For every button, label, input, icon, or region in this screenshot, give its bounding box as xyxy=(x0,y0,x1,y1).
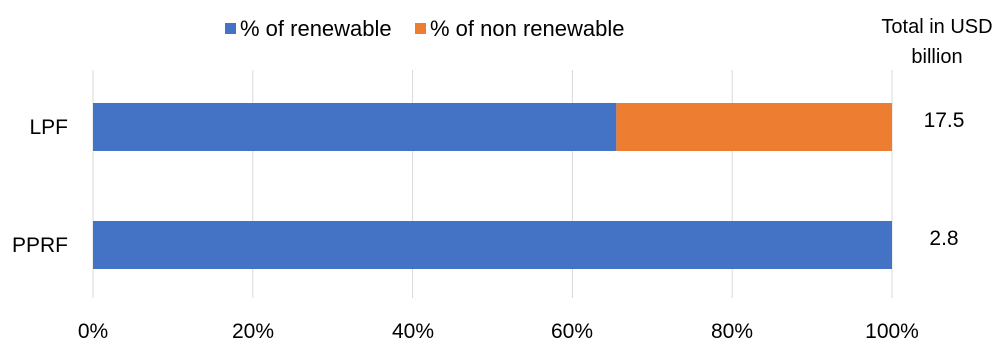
total-value: 17.5 xyxy=(924,109,965,132)
category-label: PPRF xyxy=(12,234,68,257)
x-tick-label: 0% xyxy=(78,320,108,343)
bar-segment-non-renewable xyxy=(616,103,892,151)
x-tick-label: 80% xyxy=(711,320,753,343)
x-tick-label: 20% xyxy=(232,320,274,343)
category-labels: LPF PPRF xyxy=(12,116,68,257)
totals: 17.5 2.8 xyxy=(924,109,965,250)
bars xyxy=(93,103,892,269)
category-label: LPF xyxy=(29,116,68,139)
totals-header-line-2: billion xyxy=(911,46,962,68)
totals-header: Total in USD billion xyxy=(881,16,992,68)
legend: % of renewable % of non renewable xyxy=(225,16,624,41)
legend-label-non-renewable: % of non renewable xyxy=(430,16,624,41)
legend-swatch-renewable xyxy=(225,23,236,34)
legend-label-renewable: % of renewable xyxy=(240,16,392,41)
x-tick-label: 100% xyxy=(865,320,919,343)
bar-segment-renewable xyxy=(93,103,617,151)
total-value: 2.8 xyxy=(929,227,958,250)
totals-header-line-1: Total in USD xyxy=(881,16,992,38)
x-tick-labels: 0% 20% 40% 60% 80% 100% xyxy=(78,320,919,343)
x-tick-label: 60% xyxy=(551,320,593,343)
bar-segment-renewable xyxy=(93,221,892,269)
x-tick-label: 40% xyxy=(392,320,434,343)
legend-swatch-non-renewable xyxy=(415,23,426,34)
